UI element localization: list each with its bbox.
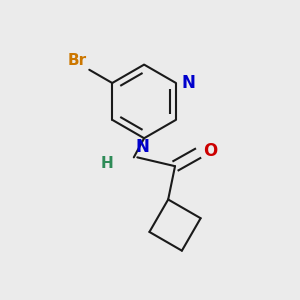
Text: N: N bbox=[181, 74, 195, 92]
Text: H: H bbox=[100, 156, 113, 171]
Text: N: N bbox=[135, 138, 149, 156]
Text: O: O bbox=[203, 142, 217, 160]
Text: Br: Br bbox=[67, 53, 86, 68]
